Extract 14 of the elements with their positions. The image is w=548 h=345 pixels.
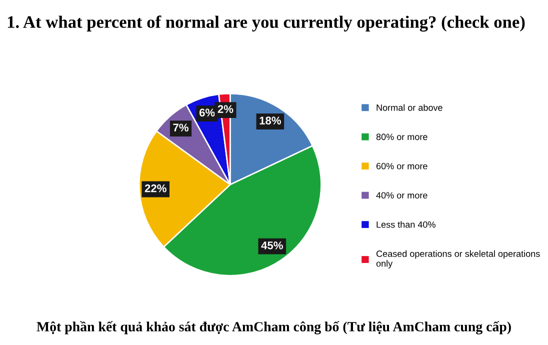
legend-label: 60% or more [376,162,428,170]
legend-label: Normal or above [376,104,442,111]
data-label: 7% [173,124,189,132]
legend-label: Less than 40% [376,221,436,228]
data-label: 45% [261,241,283,250]
legend-label: Ceased operations or skeletal operations only [376,250,540,268]
chart-title: 1. At what percent of normal are you currently operating? (check one) [8,16,525,32]
text: Một phần kết quả khảo sát được AmCham công bố (Tư liệu AmCham cung cấp) [36,321,511,334]
data-label: 18% [260,116,282,124]
legend-label: 40% or more [376,192,428,199]
data-label: 2% [218,105,234,113]
data-label: 22% [144,184,166,192]
legend-label: 80% or more [376,134,428,140]
data-label: 6% [199,108,215,117]
